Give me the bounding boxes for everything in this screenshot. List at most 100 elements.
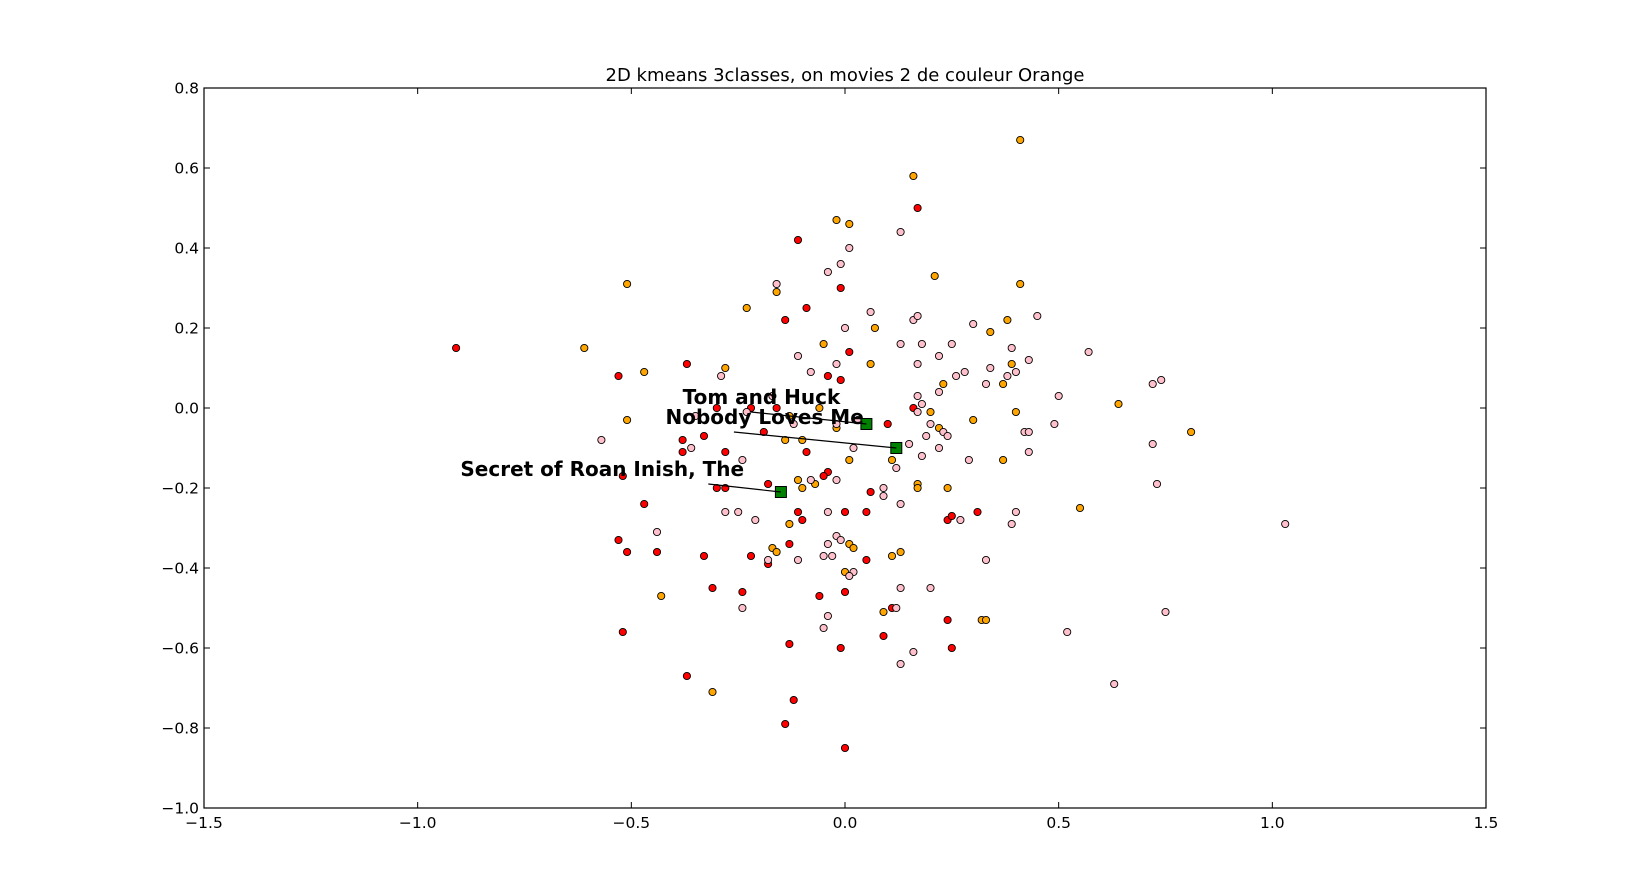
- data-points: [452, 135, 1290, 753]
- data-point: [772, 279, 781, 289]
- data-point: [717, 371, 726, 381]
- data-point: [849, 543, 858, 553]
- x-tick-label: −0.5: [613, 814, 651, 832]
- data-point: [849, 443, 858, 453]
- data-point: [768, 391, 777, 401]
- annotation-leader-line: [708, 483, 781, 493]
- data-point: [640, 367, 649, 377]
- data-point: [819, 471, 828, 481]
- data-point: [896, 659, 905, 669]
- data-point: [699, 551, 709, 561]
- data-point: [1114, 399, 1123, 409]
- data-point: [879, 491, 888, 501]
- data-point: [1016, 135, 1025, 145]
- data-point: [1003, 315, 1012, 325]
- data-point: [1011, 367, 1020, 377]
- data-point: [682, 671, 691, 681]
- data-point: [1161, 607, 1170, 617]
- data-point: [1007, 519, 1016, 529]
- data-point: [1024, 427, 1033, 437]
- data-point: [738, 455, 747, 465]
- data-point: [1007, 343, 1016, 353]
- data-point: [738, 587, 747, 597]
- data-point: [652, 547, 662, 557]
- series-1: [580, 135, 1196, 697]
- data-point: [887, 551, 897, 561]
- data-point: [1148, 439, 1157, 449]
- data-point: [751, 515, 760, 525]
- data-point: [682, 359, 691, 369]
- data-point: [913, 359, 922, 369]
- data-point: [960, 367, 969, 377]
- y-tick-label: −0.2: [161, 480, 199, 498]
- data-point: [657, 591, 666, 601]
- data-point: [1024, 447, 1033, 457]
- data-point: [793, 351, 803, 361]
- data-point: [986, 363, 995, 373]
- data-point: [981, 555, 991, 565]
- data-point: [832, 215, 841, 225]
- data-point: [823, 371, 832, 381]
- annotation-leader-line: [750, 411, 867, 425]
- data-point: [1011, 507, 1020, 517]
- data-point: [1007, 359, 1016, 369]
- data-point: [1024, 355, 1033, 365]
- data-point: [789, 695, 798, 705]
- data-point: [956, 515, 965, 525]
- data-point: [866, 487, 875, 497]
- data-point: [580, 343, 589, 353]
- data-point: [738, 603, 747, 613]
- data-point: [802, 447, 811, 457]
- data-point: [614, 371, 623, 381]
- data-point: [866, 359, 875, 369]
- data-point: [926, 583, 935, 593]
- data-point: [798, 435, 807, 445]
- data-point: [789, 419, 798, 429]
- data-point: [845, 347, 854, 357]
- data-point: [1084, 347, 1093, 357]
- y-tick-label: 0.4: [174, 240, 199, 258]
- data-point: [623, 415, 632, 425]
- data-point: [969, 415, 978, 425]
- data-point: [845, 243, 854, 253]
- data-point: [943, 431, 952, 441]
- data-point: [1152, 479, 1162, 489]
- data-point: [691, 411, 700, 421]
- data-point: [759, 427, 768, 437]
- data-point: [913, 311, 922, 321]
- y-tick-label: −0.4: [161, 560, 199, 578]
- data-point: [823, 611, 832, 621]
- data-point: [823, 507, 832, 517]
- data-point: [836, 283, 845, 293]
- data-point: [1016, 279, 1025, 289]
- data-point: [981, 615, 991, 625]
- data-point: [969, 319, 978, 329]
- data-point: [781, 719, 790, 729]
- data-point: [623, 547, 632, 557]
- data-point: [802, 303, 811, 313]
- data-point: [862, 555, 871, 565]
- data-point: [1148, 379, 1157, 389]
- data-point: [764, 479, 773, 489]
- data-point: [708, 687, 717, 697]
- data-point: [934, 443, 944, 453]
- data-point: [623, 279, 632, 289]
- data-point: [879, 483, 888, 493]
- data-point: [913, 203, 922, 213]
- data-point: [1281, 519, 1290, 529]
- x-tick-label: 0.0: [833, 814, 858, 832]
- data-point: [708, 583, 717, 593]
- data-point: [973, 507, 982, 517]
- annotation-label: Secret of Roan Inish, The: [460, 457, 744, 481]
- data-point: [781, 315, 790, 325]
- data-point: [785, 539, 794, 549]
- data-point: [1011, 407, 1020, 417]
- data-point: [781, 435, 790, 445]
- data-point: [836, 259, 845, 269]
- data-point: [721, 363, 730, 373]
- data-point: [909, 171, 918, 181]
- x-axis: −1.5 −1.0 −0.5 0.0 0.5 1.0 1.5: [185, 88, 1498, 832]
- x-tick-label: 1.5: [1474, 814, 1499, 832]
- series-2: [597, 227, 1290, 689]
